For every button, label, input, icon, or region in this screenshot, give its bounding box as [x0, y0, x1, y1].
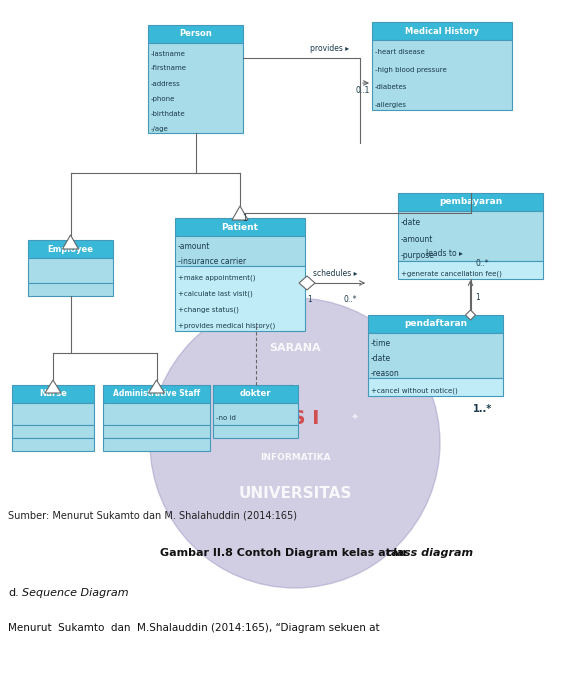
Polygon shape	[232, 206, 248, 220]
Text: +change status(): +change status()	[178, 307, 239, 313]
Text: -purpose: -purpose	[401, 251, 435, 260]
Text: +provides medical history(): +provides medical history()	[178, 323, 275, 329]
Bar	[398, 261, 543, 279]
Bar	[368, 315, 503, 333]
Bar	[398, 193, 543, 211]
Polygon shape	[45, 380, 61, 393]
Bar	[103, 438, 210, 451]
Text: pendaftaran: pendaftaran	[404, 320, 467, 329]
Bar	[175, 236, 305, 266]
Circle shape	[150, 298, 440, 588]
Text: dokter: dokter	[240, 389, 271, 398]
Text: ✦: ✦	[351, 413, 359, 423]
Bar	[12, 438, 94, 451]
Text: +cancel without notice(): +cancel without notice()	[371, 387, 458, 394]
Bar	[372, 40, 512, 110]
Text: ✦: ✦	[231, 413, 239, 423]
Bar	[103, 385, 210, 403]
Text: Nurse: Nurse	[39, 389, 67, 398]
Text: Sumber: Menurut Sukamto dan M. Shalahuddin (2014:165): Sumber: Menurut Sukamto dan M. Shalahudd…	[8, 510, 297, 520]
Polygon shape	[466, 310, 476, 320]
Bar	[148, 43, 243, 133]
Text: -birthdate: -birthdate	[151, 111, 186, 117]
Text: SARANA: SARANA	[269, 343, 321, 353]
Text: UNIVERSITAS: UNIVERSITAS	[238, 486, 352, 501]
Text: -no id: -no id	[216, 415, 236, 421]
Text: 1: 1	[242, 214, 247, 223]
Text: -insurance carrier: -insurance carrier	[178, 257, 246, 266]
Text: Sequence Diagram: Sequence Diagram	[22, 588, 129, 598]
Text: 0..1: 0..1	[355, 86, 369, 95]
Text: 0..*: 0..*	[476, 258, 489, 268]
Bar	[12, 425, 94, 438]
Text: +generate cancellation fee(): +generate cancellation fee()	[401, 270, 502, 277]
Bar	[175, 218, 305, 236]
Text: Administrative Staff: Administrative Staff	[113, 389, 200, 398]
Text: Patient: Patient	[221, 223, 259, 232]
Text: Gambar II.8 Contoh Diagram kelas atau: Gambar II.8 Contoh Diagram kelas atau	[160, 548, 410, 558]
Text: -phone: -phone	[151, 96, 175, 102]
Text: +calculate last visit(): +calculate last visit()	[178, 290, 253, 297]
Bar	[148, 25, 243, 43]
Text: B S I: B S I	[270, 408, 320, 428]
Text: 1..*: 1..*	[473, 404, 493, 414]
Text: d.: d.	[8, 588, 19, 598]
Text: -allergies: -allergies	[375, 102, 407, 108]
Text: 1: 1	[476, 294, 480, 303]
Text: 1: 1	[307, 295, 312, 304]
Bar	[28, 258, 113, 283]
Text: -firstname: -firstname	[151, 66, 187, 72]
Text: +make appointment(): +make appointment()	[178, 274, 255, 281]
Text: -time: -time	[371, 339, 391, 348]
Text: -lastname: -lastname	[151, 51, 186, 57]
Bar	[103, 425, 210, 438]
Bar	[213, 385, 298, 403]
Bar	[175, 266, 305, 331]
Bar	[372, 22, 512, 40]
Text: Menurut  Sukamto  dan  M.Shalauddin (2014:165), “Diagram sekuen at: Menurut Sukamto dan M.Shalauddin (2014:1…	[8, 623, 380, 633]
Text: -amount: -amount	[178, 242, 210, 251]
Text: -address: -address	[151, 81, 181, 87]
Text: -high blood pressure: -high blood pressure	[375, 67, 447, 73]
Bar	[103, 403, 210, 425]
Text: 0..*: 0..*	[343, 295, 356, 304]
Text: Medical History: Medical History	[405, 27, 479, 36]
Polygon shape	[299, 276, 315, 290]
Text: Employee: Employee	[48, 245, 94, 253]
Bar	[28, 240, 113, 258]
Text: INFORMATIKA: INFORMATIKA	[260, 454, 330, 462]
Text: -amount: -amount	[401, 235, 434, 244]
Bar	[398, 211, 543, 261]
Text: -diabetes: -diabetes	[375, 84, 407, 90]
Bar	[12, 403, 94, 425]
Text: class diagram: class diagram	[386, 548, 473, 558]
Text: provides ▸: provides ▸	[310, 44, 350, 53]
Text: Person: Person	[179, 29, 212, 38]
Text: leads to ▸: leads to ▸	[426, 249, 462, 257]
Bar	[213, 425, 298, 438]
Bar	[368, 333, 503, 378]
Bar	[12, 385, 94, 403]
Text: -/age: -/age	[151, 126, 168, 132]
Polygon shape	[148, 380, 164, 393]
Text: ✦: ✦	[290, 383, 300, 393]
Text: pembayaran: pembayaran	[439, 197, 502, 206]
Bar	[28, 283, 113, 296]
Text: schedules ▸: schedules ▸	[313, 269, 357, 278]
Bar	[213, 403, 298, 425]
Text: -reason: -reason	[371, 369, 400, 378]
Bar	[368, 378, 503, 396]
Text: -date: -date	[401, 218, 421, 227]
Polygon shape	[63, 235, 79, 249]
Text: -date: -date	[371, 354, 391, 363]
Text: -heart disease: -heart disease	[375, 49, 425, 55]
